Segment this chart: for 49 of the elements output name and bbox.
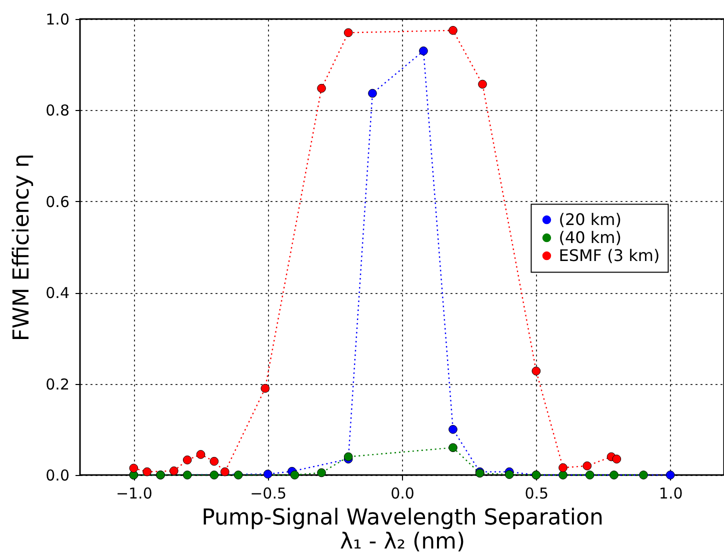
point xyxy=(639,470,648,480)
point xyxy=(532,366,541,376)
y-axis-title: FWM Efficiency η xyxy=(10,154,35,342)
point xyxy=(290,470,300,480)
point xyxy=(263,470,272,479)
x-axis-title: Pump-Signal Wavelength Separation λ₁ - λ₂ (nm) xyxy=(202,506,604,554)
point xyxy=(478,80,487,89)
point xyxy=(260,384,270,393)
point xyxy=(582,461,592,470)
point xyxy=(220,467,230,476)
point xyxy=(504,470,514,479)
y-tick-label: 0.8 xyxy=(46,102,70,120)
point xyxy=(612,454,622,464)
y-tick-label: 0.6 xyxy=(46,192,70,211)
point xyxy=(610,470,618,480)
x-tick-label: 0.5 xyxy=(524,484,549,502)
point xyxy=(182,470,192,480)
point xyxy=(317,84,326,93)
legend-label: (40 km) xyxy=(558,228,622,247)
point xyxy=(129,464,138,473)
point xyxy=(558,470,568,480)
point xyxy=(448,443,458,452)
point xyxy=(142,467,152,476)
point xyxy=(666,470,675,480)
x-tick-label: −1.0 xyxy=(116,484,152,502)
point xyxy=(169,466,178,476)
x-tick-label: 0.0 xyxy=(390,484,414,502)
legend-label: (20 km) xyxy=(558,210,622,229)
point xyxy=(196,450,206,459)
point xyxy=(419,46,428,56)
point xyxy=(210,456,219,466)
point xyxy=(448,26,458,35)
point xyxy=(558,463,568,472)
legend-label: ESMF (3 km) xyxy=(558,246,660,265)
point xyxy=(182,456,192,464)
y-tick-label: 1.0 xyxy=(46,10,70,28)
x-tick-label: −0.5 xyxy=(250,484,287,502)
point xyxy=(234,470,243,480)
point xyxy=(344,28,353,38)
point xyxy=(317,468,326,478)
y-tick-label: 0.4 xyxy=(46,284,70,302)
y-tick-label: 0.2 xyxy=(46,375,70,394)
point xyxy=(368,88,377,98)
x-tick-label: 1.0 xyxy=(658,484,683,502)
point xyxy=(585,470,594,480)
point xyxy=(344,452,353,462)
point xyxy=(448,424,458,434)
point xyxy=(210,470,219,480)
y-tick-label: 0.0 xyxy=(46,466,70,484)
